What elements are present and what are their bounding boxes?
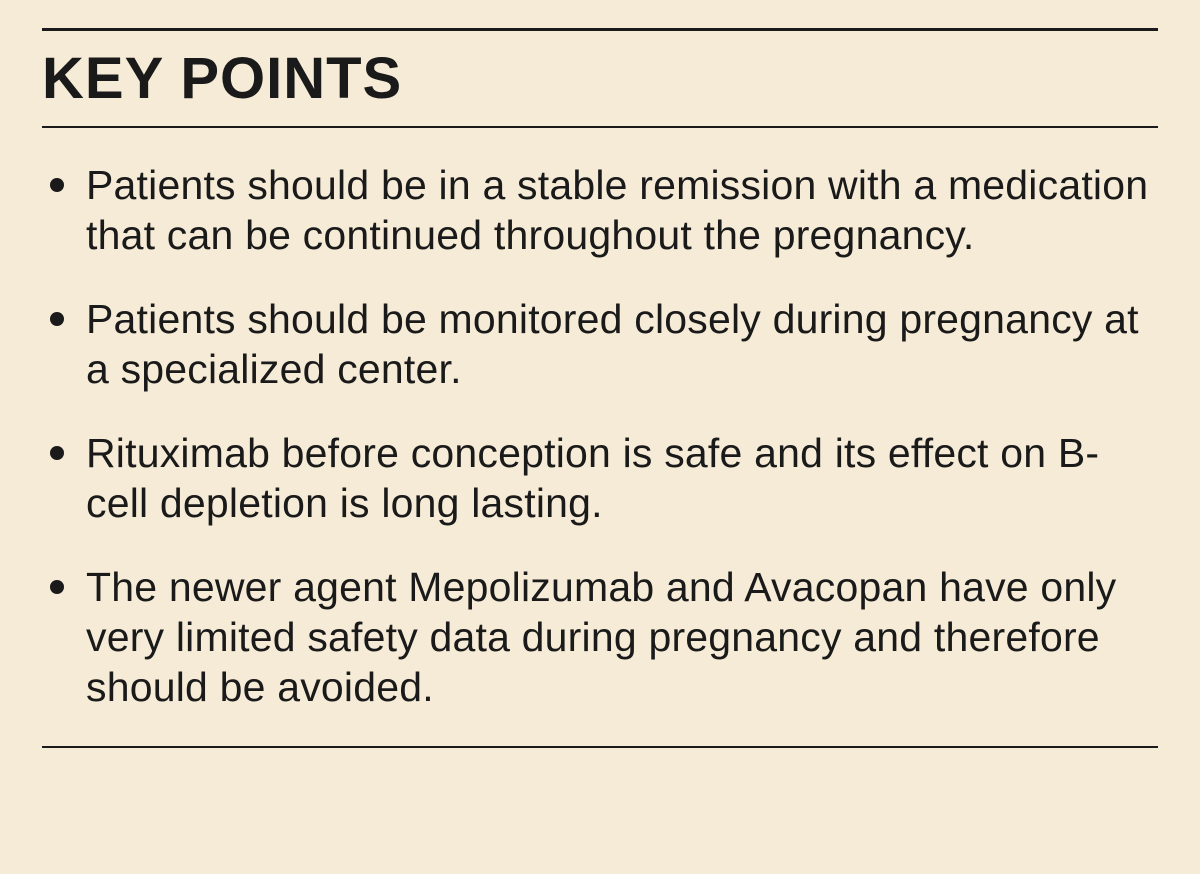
top-rule <box>42 28 1158 31</box>
list-item: Patients should be monitored closely dur… <box>42 294 1158 394</box>
bullet-icon <box>50 312 64 326</box>
points-list: Patients should be in a stable remission… <box>42 160 1158 712</box>
bullet-icon <box>50 446 64 460</box>
point-text: Rituximab before conception is safe and … <box>86 428 1158 528</box>
bullet-icon <box>50 178 64 192</box>
key-points-box: KEY POINTS Patients should be in a stabl… <box>42 28 1158 846</box>
list-item: The newer agent Mepolizumab and Avacopan… <box>42 562 1158 712</box>
box-title: KEY POINTS <box>42 45 1158 112</box>
point-text: The newer agent Mepolizumab and Avacopan… <box>86 562 1158 712</box>
point-text: Patients should be monitored closely dur… <box>86 294 1158 394</box>
point-text: Patients should be in a stable remission… <box>86 160 1158 260</box>
bullet-icon <box>50 580 64 594</box>
title-rule <box>42 126 1158 128</box>
list-item: Patients should be in a stable remission… <box>42 160 1158 260</box>
list-item: Rituximab before conception is safe and … <box>42 428 1158 528</box>
bottom-rule <box>42 746 1158 748</box>
